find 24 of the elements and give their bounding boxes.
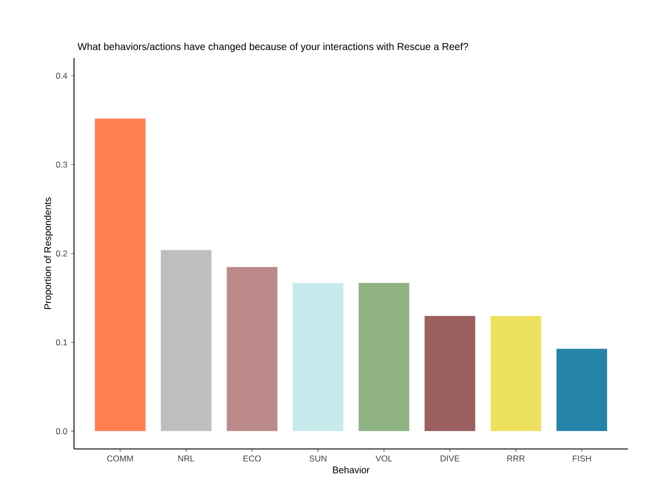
bar <box>226 266 278 432</box>
bar <box>292 282 344 432</box>
x-tick-label: COMM <box>107 456 133 462</box>
bar <box>556 348 608 432</box>
y-tick-label: 0.3 <box>56 162 68 168</box>
y-tick-label: 0.0 <box>56 428 68 434</box>
bar <box>358 282 410 432</box>
y-tick-label: 0.2 <box>56 250 68 256</box>
x-tick-label: ECO <box>244 456 261 462</box>
x-tick-label: FISH <box>572 456 591 462</box>
x-tick-label: VOL <box>376 456 392 462</box>
x-tick-label: NRL <box>178 456 194 462</box>
x-tick-label: SUN <box>309 456 326 462</box>
y-axis-title: Proportion of Respondents <box>44 198 53 309</box>
x-tick-label: RRR <box>507 456 525 462</box>
y-tick-label: 0.1 <box>56 339 68 346</box>
bar <box>490 315 542 432</box>
bar <box>160 250 212 432</box>
x-axis-title: Behavior <box>333 466 370 474</box>
y-tick-label: 0.4 <box>56 72 68 79</box>
chart-title: What behaviors/actions have changed because of your interactions with Rescue a Reef? <box>78 42 468 52</box>
bar <box>424 315 476 432</box>
x-tick-label: DIVE <box>440 456 460 462</box>
bar <box>94 118 146 432</box>
